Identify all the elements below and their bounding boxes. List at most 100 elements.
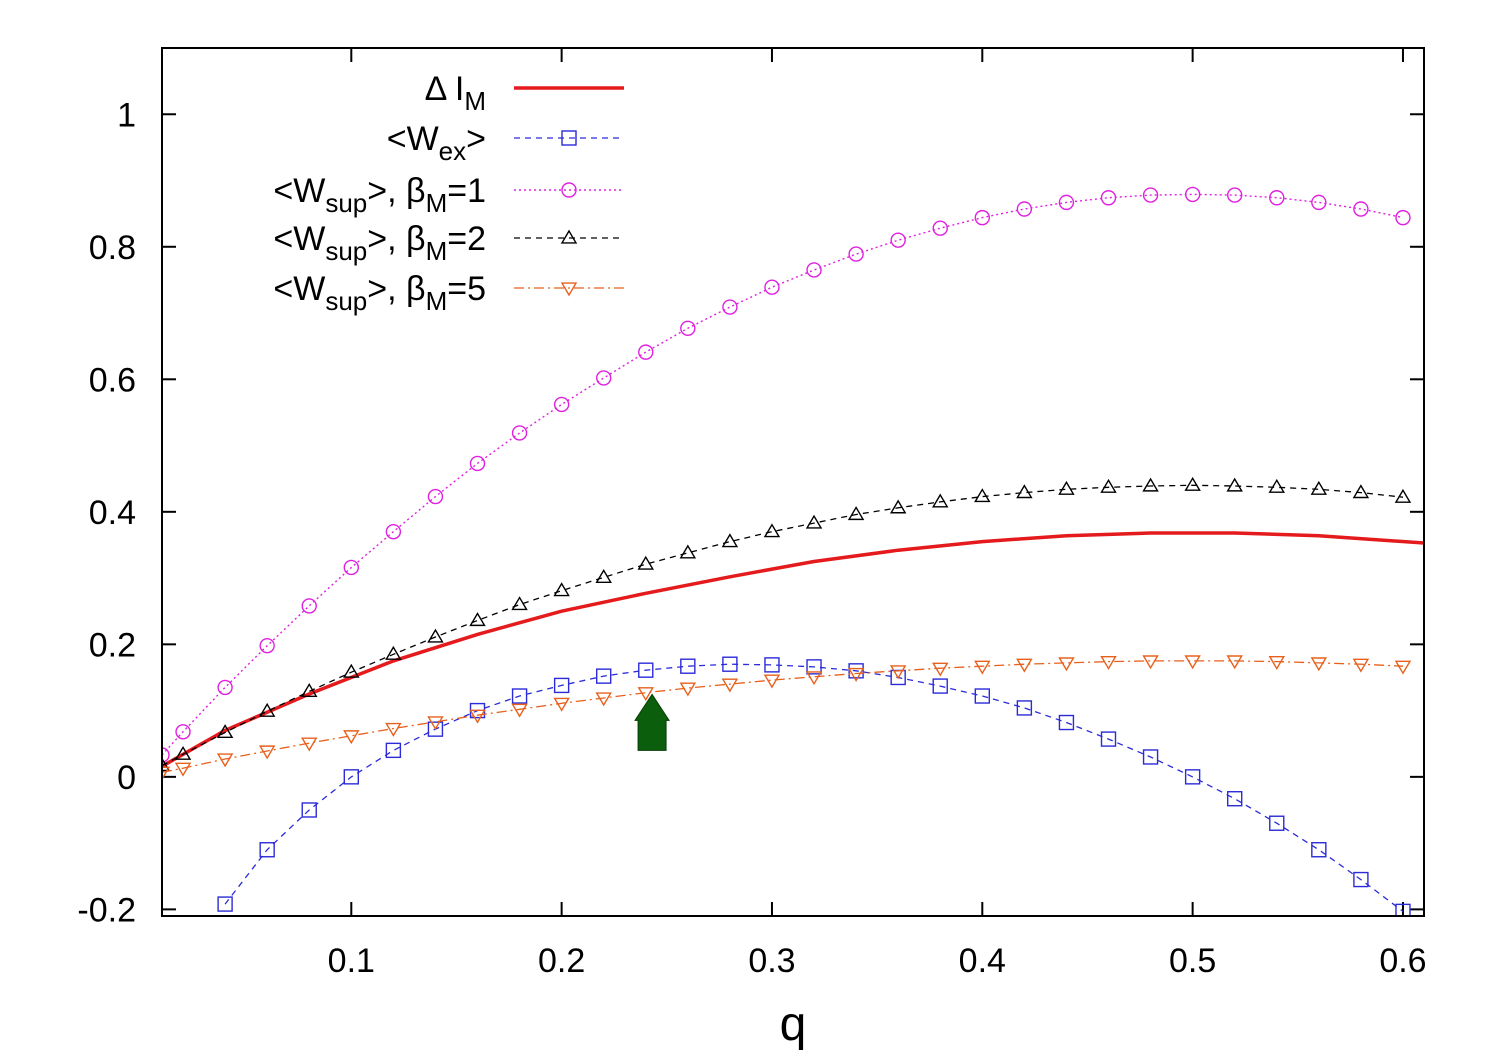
data-point	[637, 687, 654, 702]
y-tick-label: 0.4	[89, 494, 136, 532]
legend-marker	[561, 182, 577, 198]
data-point	[469, 455, 486, 472]
data-point	[805, 514, 823, 529]
annotation-layer	[634, 693, 671, 751]
data-point	[638, 344, 654, 360]
legend-label-part: =1	[447, 172, 486, 210]
legend-label-part: <W	[273, 172, 325, 210]
data-point	[1058, 714, 1075, 731]
data-point	[847, 506, 865, 521]
data-point	[1395, 903, 1411, 916]
data-point	[1311, 842, 1327, 858]
data-point	[680, 320, 696, 336]
legend-marker	[560, 229, 578, 244]
data-point	[974, 688, 990, 704]
data-point	[806, 262, 822, 278]
data-point	[763, 523, 781, 538]
legend-label-part: <W	[273, 220, 325, 258]
legend-label-part: >, β	[367, 172, 425, 210]
data-point	[932, 662, 949, 677]
series-1	[217, 656, 1411, 916]
data-point	[974, 660, 991, 675]
data-point	[1184, 769, 1201, 785]
data-point	[1058, 657, 1075, 672]
x-tick-label: 0.2	[538, 942, 585, 980]
data-point	[763, 674, 781, 689]
legend-label-part: sup	[325, 286, 367, 316]
series-line	[162, 484, 1404, 767]
data-point	[1100, 478, 1117, 493]
data-point	[427, 488, 444, 505]
x-axis-label: q	[780, 998, 807, 1050]
series-3	[162, 476, 1412, 772]
data-point	[343, 730, 360, 745]
data-point	[1226, 187, 1243, 203]
data-point	[469, 612, 486, 627]
legend-entry: Δ IM	[425, 70, 624, 116]
data-point	[162, 766, 171, 781]
data-point	[1184, 655, 1201, 670]
data-point	[890, 232, 906, 248]
legend-label-part: >, β	[367, 220, 425, 258]
legend-label-part: =5	[447, 270, 486, 308]
data-point	[427, 721, 444, 737]
data-point	[553, 677, 570, 694]
data-point	[427, 628, 444, 643]
data-point	[385, 722, 402, 737]
series-line	[162, 193, 1404, 756]
series-4	[162, 655, 1412, 781]
ticks	[162, 48, 1424, 916]
data-point	[1016, 201, 1033, 217]
data-point	[721, 533, 739, 548]
data-point	[1352, 658, 1370, 673]
data-point	[595, 692, 612, 707]
data-point	[806, 659, 822, 675]
legend-entry: <Wsup>, βM=1	[273, 172, 624, 218]
legend-label: <Wex>	[387, 120, 486, 166]
arrow-up-icon	[634, 693, 671, 751]
legend-label-part: M	[464, 86, 486, 116]
data-point	[722, 656, 738, 672]
data-point	[1353, 201, 1369, 217]
data-point	[162, 747, 170, 763]
data-point	[1142, 477, 1159, 492]
legend-label-part: M	[426, 236, 448, 266]
data-point	[1100, 655, 1117, 670]
data-point	[553, 582, 570, 597]
data-point	[1142, 749, 1159, 765]
data-point	[174, 762, 192, 777]
data-point	[1058, 194, 1075, 211]
data-point	[932, 220, 948, 236]
data-point	[722, 299, 738, 315]
data-point	[721, 678, 739, 693]
data-point	[385, 645, 402, 660]
data-point	[932, 678, 948, 694]
legend-label: <Wsup>, βM=2	[273, 220, 486, 266]
data-point	[1100, 190, 1117, 206]
legend-marker	[561, 130, 577, 146]
data-point	[764, 279, 780, 295]
data-point	[259, 637, 275, 654]
y-tick-label: 0	[117, 759, 136, 797]
data-point	[427, 716, 444, 731]
data-point	[1353, 871, 1369, 888]
x-tick-label: 0.4	[959, 942, 1006, 980]
data-point	[932, 493, 949, 508]
data-point	[1310, 657, 1328, 672]
data-point	[511, 425, 528, 441]
legend-label-part: M	[426, 286, 448, 316]
data-point	[175, 724, 191, 740]
data-point	[637, 555, 654, 570]
data-point	[1269, 190, 1285, 206]
x-tick-label: 0.3	[748, 942, 795, 980]
legend-label-part: M	[426, 188, 448, 218]
data-point	[1226, 477, 1243, 492]
legend-entry: <Wsup>, βM=5	[273, 270, 624, 316]
x-tick-label: 0.5	[1169, 942, 1216, 980]
data-point	[1310, 480, 1328, 495]
data-point	[1394, 488, 1412, 503]
data-point	[595, 569, 612, 584]
data-point	[1016, 700, 1033, 716]
series-layer	[162, 186, 1424, 916]
data-point	[680, 658, 696, 674]
